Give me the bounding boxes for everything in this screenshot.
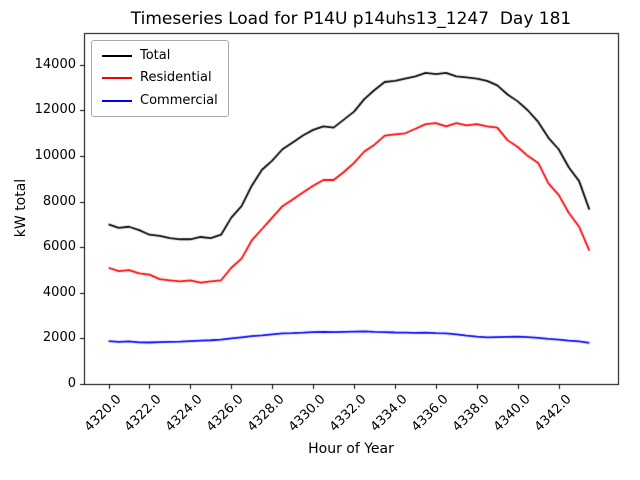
legend: Total Residential Commercial — [91, 40, 229, 117]
legend-label-total: Total — [140, 48, 171, 63]
y-tick-label: 10000 — [34, 148, 76, 164]
legend-label-commercial: Commercial — [140, 92, 218, 108]
y-tick-label: 2000 — [42, 330, 76, 346]
x-axis-label: Hour of Year — [308, 441, 394, 457]
residential-line-swatch — [102, 77, 132, 80]
y-tick-label: 4000 — [42, 284, 76, 300]
y-tick-label: 6000 — [42, 239, 76, 255]
y-tick-label: 14000 — [34, 56, 76, 72]
chart-title: Timeseries Load for P14U p14uhs13_1247 D… — [130, 9, 572, 29]
y-tick-label: 8000 — [42, 193, 76, 209]
total-line-swatch — [102, 55, 132, 58]
legend-entry-residential: Residential — [102, 70, 218, 86]
legend-label-residential: Residential — [140, 70, 212, 86]
legend-entry-total: Total — [102, 48, 218, 64]
legend-entry-commercial: Commercial — [102, 93, 218, 109]
y-axis-label: kW total — [13, 178, 29, 238]
y-tick-label: 0 — [67, 376, 76, 391]
y-tick-label: 12000 — [34, 102, 76, 118]
commercial-line-swatch — [102, 99, 132, 102]
